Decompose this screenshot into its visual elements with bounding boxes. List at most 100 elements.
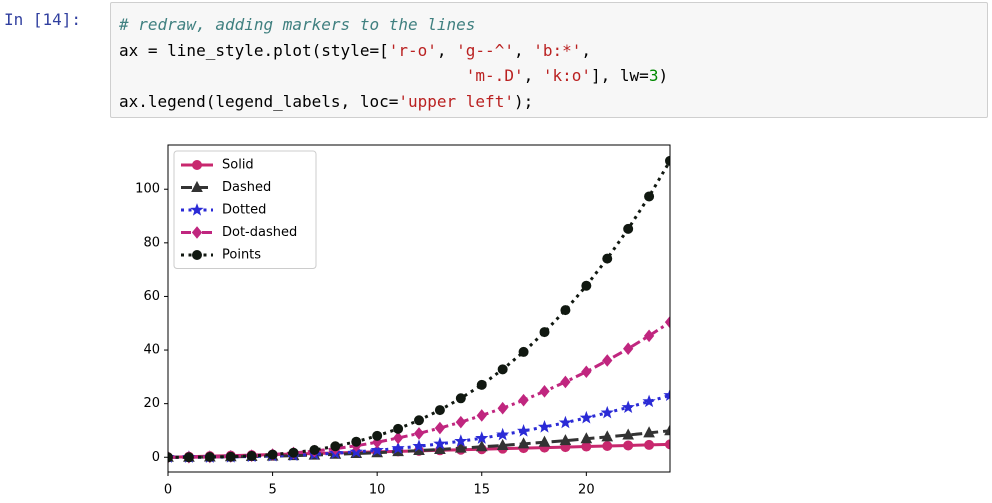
- legend-marker: [192, 160, 202, 170]
- data-point: [497, 401, 508, 415]
- data-point: [537, 420, 552, 433]
- legend-marker: [192, 250, 202, 260]
- code-token: 3: [648, 66, 659, 85]
- plot-frame: [167, 144, 671, 473]
- code-token: 'k:o': [542, 66, 592, 85]
- data-point: [621, 400, 635, 414]
- data-point: [600, 405, 614, 419]
- data-point: [372, 430, 383, 441]
- data-point: [644, 191, 655, 202]
- code-token: ,: [513, 40, 534, 60]
- code-cell[interactable]: # redraw, adding markers to the lines ax …: [110, 2, 988, 118]
- code-token: 'g--^': [456, 40, 514, 60]
- code-line: ax = line_style.plot(style=['r-o', 'g--^…: [119, 38, 987, 64]
- data-point: [288, 447, 299, 458]
- data-point: [391, 441, 405, 455]
- data-point: [664, 315, 670, 329]
- data-point: [665, 439, 670, 450]
- data-point: [455, 415, 466, 429]
- data-point: [558, 415, 573, 429]
- x-tick-label: 0: [164, 483, 172, 498]
- data-point: [580, 432, 593, 444]
- code-line: # redraw, adding markers to the lines: [119, 12, 987, 38]
- code-token: ,: [581, 40, 592, 60]
- data-point: [538, 435, 551, 447]
- plot-area: [168, 155, 670, 464]
- data-point: [560, 375, 571, 389]
- data-point: [309, 445, 320, 456]
- data-point: [392, 431, 404, 445]
- data-point: [434, 421, 446, 435]
- data-point: [622, 428, 634, 440]
- legend-label: Dashed: [222, 180, 271, 195]
- code-line: 'm-.D', 'k:o'], lw=3): [119, 63, 987, 89]
- data-point: [539, 327, 550, 338]
- data-point: [246, 450, 257, 461]
- legend-label: Solid: [222, 158, 254, 173]
- data-point: [393, 423, 404, 434]
- data-point: [412, 439, 426, 452]
- y-tick-label: 60: [143, 289, 160, 304]
- legend-box: [173, 150, 317, 269]
- data-point: [642, 394, 656, 408]
- code-line: ax.legend(legend_labels, loc='upper left…: [119, 89, 987, 115]
- code-token: ): [658, 66, 669, 85]
- data-point: [476, 379, 487, 390]
- data-point: [204, 451, 215, 462]
- data-point: [413, 427, 425, 440]
- data-point: [539, 385, 550, 398]
- cell-prompt: In [14]:: [4, 10, 82, 29]
- y-tick-label: 20: [143, 396, 160, 411]
- data-point: [559, 434, 572, 446]
- x-tick-label: 20: [578, 483, 595, 498]
- data-point: [455, 441, 467, 453]
- data-point: [475, 431, 489, 444]
- data-point: [455, 393, 466, 404]
- data-point: [434, 442, 446, 454]
- data-point: [623, 440, 634, 451]
- code-token: );: [513, 91, 534, 111]
- data-point: [623, 223, 634, 234]
- data-point: [476, 409, 487, 422]
- data-point: [370, 443, 384, 456]
- data-point: [601, 430, 614, 442]
- y-tick-label: 40: [143, 343, 160, 358]
- data-point: [581, 365, 592, 379]
- code-token: ,: [523, 66, 543, 85]
- code-token: ax.legend(legend_labels, loc=: [119, 91, 399, 111]
- legend-marker: [190, 203, 204, 216]
- data-point: [665, 155, 670, 166]
- x-tick-label: 10: [369, 483, 386, 498]
- code-token: 'upper left': [398, 91, 514, 111]
- code-token: ax = line_style.plot(style=[: [119, 40, 389, 60]
- data-point: [581, 441, 592, 452]
- data-point: [454, 434, 468, 447]
- data-point: [496, 438, 509, 450]
- data-point: [351, 436, 362, 447]
- data-point: [497, 364, 508, 375]
- legend-marker: [191, 180, 203, 192]
- data-point: [602, 354, 613, 367]
- data-point: [664, 424, 670, 436]
- data-point: [602, 253, 613, 264]
- data-point: [581, 280, 592, 291]
- legend-label: Dot-dashed: [222, 225, 297, 240]
- data-point: [623, 342, 634, 355]
- y-tick-label: 100: [135, 182, 160, 197]
- y-tick-label: 80: [143, 235, 160, 250]
- legend-label: Points: [222, 248, 261, 263]
- data-point: [602, 441, 613, 452]
- data-point: [579, 410, 593, 424]
- legend-marker: [191, 226, 203, 239]
- data-point: [434, 405, 445, 416]
- data-point: [517, 437, 530, 449]
- data-point: [168, 452, 173, 463]
- data-point: [414, 415, 424, 426]
- data-point: [433, 436, 447, 450]
- data-point: [643, 329, 655, 343]
- code-token: 'r-o': [388, 40, 437, 60]
- legend: Solid Dashed Dotted Dot-dashed Points: [173, 150, 317, 269]
- data-point: [663, 388, 670, 401]
